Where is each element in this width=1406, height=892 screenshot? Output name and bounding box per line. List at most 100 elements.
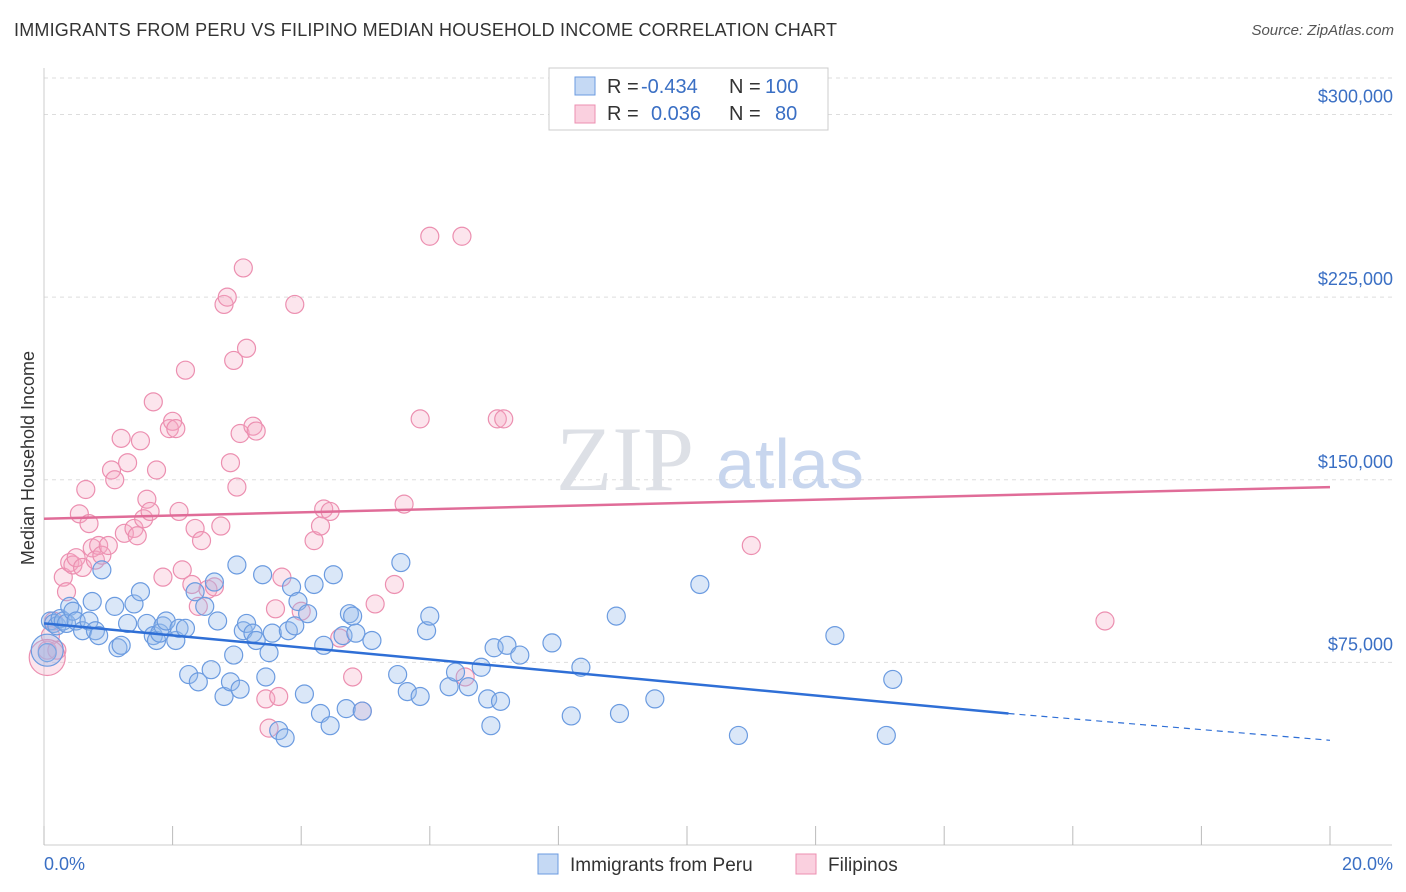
data-point: [230, 679, 250, 699]
data-point: [175, 618, 196, 638]
data-point: [169, 618, 189, 638]
data-point: [352, 701, 372, 721]
data-point: [362, 630, 382, 651]
legend-r-label: R =: [607, 103, 639, 125]
data-point: [1095, 611, 1115, 631]
data-point: [220, 453, 241, 473]
data-point: [542, 633, 562, 653]
data-point: [204, 572, 224, 592]
legend-n-label: N =: [729, 76, 761, 98]
data-point: [876, 725, 896, 746]
data-point: [89, 625, 109, 646]
data-point: [339, 604, 360, 624]
data-point: [471, 657, 491, 677]
watermark-zip: ZIP: [556, 408, 694, 510]
data-point: [211, 516, 231, 536]
gridlines: [44, 77, 1392, 663]
data-point: [166, 419, 186, 439]
legend-n-label: N =: [729, 103, 761, 125]
data-point: [690, 574, 710, 595]
data-point: [883, 669, 903, 690]
x-tick-label: 0.0%: [44, 854, 85, 874]
data-point: [137, 489, 157, 509]
data-point: [79, 513, 99, 534]
data-point: [201, 660, 221, 680]
data-point: [384, 574, 405, 595]
data-point: [185, 582, 205, 602]
legend-label-filipinos: Filipinos: [828, 855, 898, 876]
data-point: [741, 535, 761, 556]
data-point: [124, 594, 144, 614]
watermark-atlas: atlas: [716, 425, 864, 503]
legend-r-label: R =: [607, 76, 639, 98]
data-point: [320, 716, 340, 736]
x-tick-label: 20.0%: [1342, 854, 1393, 874]
data-point: [510, 645, 530, 665]
legend-swatch-pink: [574, 104, 596, 124]
data-point: [172, 560, 192, 580]
data-point: [272, 567, 292, 587]
data-point: [30, 633, 64, 667]
data-point: [79, 611, 99, 631]
correlation-legend: R = -0.434 N = 100 R = 0.036 N = 80: [548, 67, 829, 131]
series-legend: Immigrants from Peru Filipinos: [537, 853, 898, 876]
data-point: [37, 643, 57, 663]
data-point: [265, 599, 286, 619]
legend-r-value: 0.036: [651, 103, 701, 125]
data-point: [609, 703, 630, 724]
data-point: [175, 360, 196, 380]
data-point: [490, 691, 511, 711]
y-tick-labels: $75,000 $150,000 $225,000 $300,000: [1318, 87, 1393, 655]
data-point: [153, 567, 173, 587]
data-point: [304, 574, 324, 595]
data-point: [416, 621, 437, 641]
data-point: [92, 560, 112, 580]
data-point: [561, 706, 581, 726]
data-point: [262, 623, 282, 643]
data-point: [179, 664, 199, 685]
data-point: [169, 501, 189, 522]
legend-swatch-filipinos: [795, 853, 817, 875]
trend-lines: [43, 485, 1331, 741]
data-point: [66, 548, 86, 568]
data-point: [256, 667, 276, 687]
data-point: [204, 577, 224, 597]
source-credit: Source: ZipAtlas.com: [1251, 22, 1394, 39]
data-point: [497, 635, 517, 655]
data-point: [134, 509, 154, 529]
data-point: [645, 689, 665, 709]
data-point: [728, 725, 749, 746]
y-tick-label: $150,000: [1318, 452, 1393, 472]
data-point: [323, 565, 343, 585]
legend-n-value: 100: [765, 76, 798, 98]
data-point: [140, 501, 160, 522]
data-point: [253, 565, 273, 585]
data-point: [346, 623, 366, 643]
data-point: [108, 638, 128, 658]
trend-line-peru: [43, 622, 1009, 715]
data-point: [208, 611, 228, 631]
data-point: [294, 684, 315, 704]
filipinos-points: [28, 226, 1115, 738]
axes: [43, 68, 1392, 846]
data-point: [233, 258, 253, 278]
legend-swatch-peru: [537, 853, 559, 875]
data-point: [98, 535, 118, 556]
data-point: [146, 460, 167, 480]
data-point: [487, 409, 507, 429]
data-point: [458, 677, 478, 697]
data-point: [188, 672, 208, 692]
legend-n-value: 80: [775, 103, 797, 125]
data-point: [420, 606, 440, 626]
data-point: [82, 591, 102, 612]
data-point: [127, 526, 147, 546]
data-point: [314, 635, 334, 655]
data-point: [285, 294, 305, 315]
data-point: [571, 657, 591, 677]
data-point: [269, 686, 289, 707]
data-point: [825, 625, 845, 646]
data-point: [246, 630, 266, 651]
data-point: [195, 596, 215, 616]
data-point: [343, 667, 363, 687]
